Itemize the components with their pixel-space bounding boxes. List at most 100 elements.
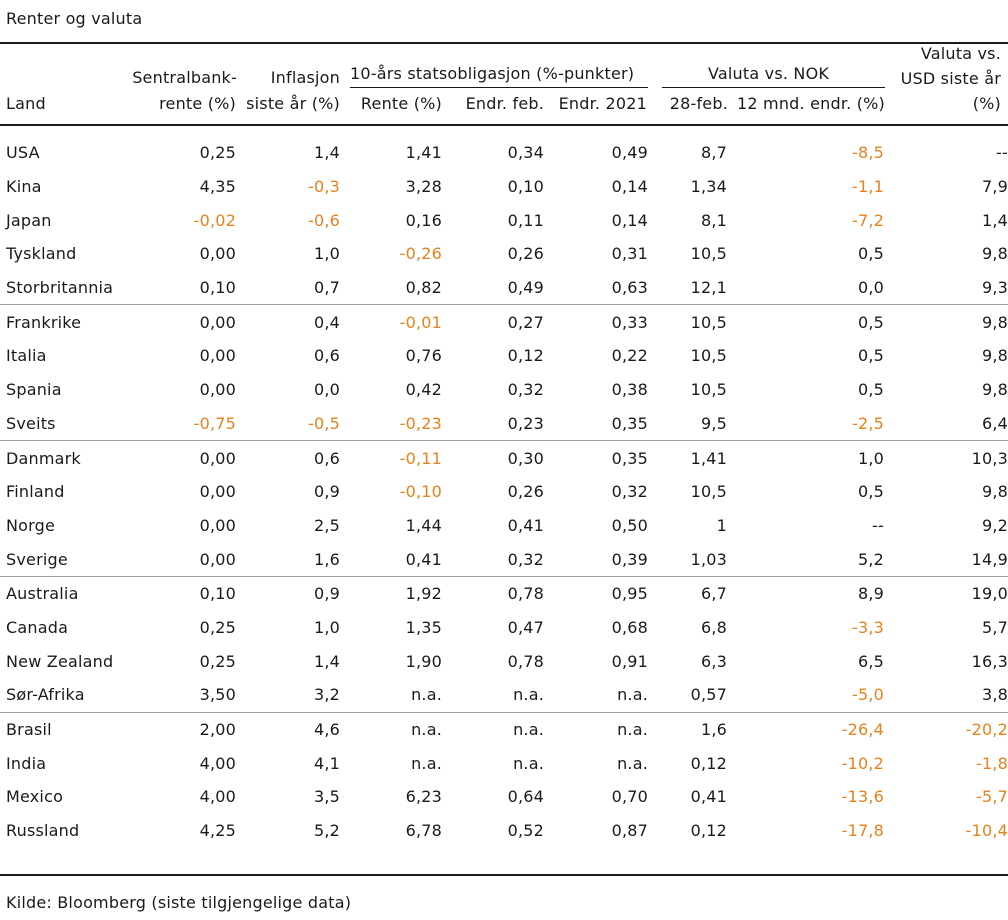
cell-nok-12mnd: -- bbox=[872, 515, 884, 535]
cell-endr-feb: 0,12 bbox=[507, 346, 544, 366]
cell-nok-28feb: 12,1 bbox=[648, 270, 727, 306]
cell-land: Tyskland bbox=[6, 244, 77, 264]
cell-land: Sveits bbox=[0, 406, 130, 442]
cell-endr-feb: 0,30 bbox=[507, 448, 544, 468]
cell-nok-28feb: 6,7 bbox=[700, 584, 727, 604]
cell-nok-28feb: 1,03 bbox=[648, 542, 727, 577]
header-group-obligasjon: 10-års statsobligasjon (%-punkter) bbox=[350, 64, 635, 83]
cell-usd-siste-ar: 16,3 bbox=[971, 651, 1008, 671]
cell-usd-siste-ar: 19,0 bbox=[971, 584, 1008, 604]
cell-nok-12mnd: 6,5 bbox=[857, 651, 884, 671]
cell-nok-12mnd: 0,5 bbox=[857, 482, 884, 502]
cell-nok-28feb: 8,1 bbox=[700, 210, 727, 230]
cell-land: New Zealand bbox=[6, 651, 114, 671]
cell-inflasjon: 3,2 bbox=[236, 678, 340, 713]
cell-endr-feb: n.a. bbox=[513, 720, 544, 740]
cell-nok-28feb: 9,5 bbox=[648, 406, 727, 442]
header-group-valuta-nok-underline bbox=[662, 87, 885, 88]
cell-endr-2021: 0,91 bbox=[611, 651, 648, 671]
cell-endr-feb: 0,47 bbox=[507, 617, 544, 637]
cell-sentralbankrente: 0,25 bbox=[199, 617, 236, 637]
cell-nok-12mnd: -7,2 bbox=[851, 210, 884, 230]
cell-rente: 0,16 bbox=[405, 210, 442, 230]
cell-sentralbankrente: 0,00 bbox=[130, 542, 236, 577]
cell-land: Sverige bbox=[0, 542, 130, 577]
cell-sentralbankrente: 0,10 bbox=[130, 270, 236, 306]
cell-rente: 0,76 bbox=[405, 346, 442, 366]
cell-endr-2021: 0,14 bbox=[611, 177, 648, 197]
cell-nok-12mnd: -17,8 bbox=[841, 821, 884, 841]
cell-inflasjon: 0,0 bbox=[313, 380, 340, 400]
table-row: New Zealand 0,25 1,4 1,90 0,78 0,91 6,3 6,5 16,3 bbox=[0, 644, 1008, 678]
cell-rente: n.a. bbox=[340, 678, 442, 713]
cell-sentralbankrente: 0,00 bbox=[199, 346, 236, 366]
cell-rente: 1,35 bbox=[405, 617, 442, 637]
cell-nok-28feb: 10,5 bbox=[690, 380, 727, 400]
bottom-rule bbox=[0, 874, 1008, 876]
cell-nok-28feb: 10,5 bbox=[690, 482, 727, 502]
cell-usd-siste-ar: 14,9 bbox=[884, 542, 1008, 577]
cell-sentralbankrente: -0,75 bbox=[130, 406, 236, 442]
header-land: Land bbox=[6, 94, 46, 113]
header-usd-line2: USD siste år bbox=[900, 69, 1001, 88]
cell-rente: 0,42 bbox=[405, 380, 442, 400]
cell-sentralbankrente: 0,00 bbox=[199, 244, 236, 264]
cell-nok-12mnd: 1,0 bbox=[857, 448, 884, 468]
header-group-obligasjon-underline bbox=[350, 87, 648, 88]
cell-nok-28feb: 0,12 bbox=[690, 821, 727, 841]
cell-usd-siste-ar: 5,7 bbox=[981, 617, 1008, 637]
cell-nok-12mnd: 0,5 bbox=[857, 312, 884, 332]
rates-table: USA 0,25 1,4 1,41 0,34 0,49 8,7 -8,5 -- Kina 4,35-… bbox=[0, 136, 1008, 847]
table-row: USA 0,25 1,4 1,41 0,34 0,49 8,7 -8,5 -- bbox=[0, 136, 1008, 170]
cell-inflasjon: 4,1 bbox=[313, 753, 340, 773]
cell-sentralbankrente: 0,00 bbox=[199, 312, 236, 332]
cell-land: USA bbox=[6, 143, 40, 163]
cell-usd-siste-ar: -5,7 bbox=[975, 787, 1008, 807]
cell-endr-2021: 0,95 bbox=[611, 584, 648, 604]
table-title: Renter og valuta bbox=[6, 9, 143, 28]
cell-endr-feb: 0,78 bbox=[507, 584, 544, 604]
cell-sentralbankrente: 0,10 bbox=[199, 584, 236, 604]
cell-nok-28feb: 1,34 bbox=[690, 177, 727, 197]
cell-usd-siste-ar: 10,3 bbox=[971, 448, 1008, 468]
cell-sentralbankrente: -0,02 bbox=[193, 210, 236, 230]
cell-inflasjon: 1,0 bbox=[313, 617, 340, 637]
cell-sentralbankrente: 4,35 bbox=[199, 177, 236, 197]
cell-sentralbankrente: 0,00 bbox=[199, 482, 236, 502]
cell-rente: 0,41 bbox=[340, 542, 442, 577]
header-group-valuta-nok: Valuta vs. NOK bbox=[708, 64, 830, 83]
cell-rente: n.a. bbox=[411, 753, 442, 773]
cell-rente: 0,82 bbox=[340, 270, 442, 306]
cell-sentralbankrente: 4,25 bbox=[199, 821, 236, 841]
cell-endr-feb: 0,27 bbox=[507, 312, 544, 332]
cell-nok-28feb: 1,41 bbox=[690, 448, 727, 468]
header-inflasjon-line1: Inflasjon bbox=[270, 68, 340, 87]
cell-endr-feb: n.a. bbox=[442, 678, 544, 713]
cell-land: Japan bbox=[6, 210, 52, 230]
cell-usd-siste-ar: -20,2 bbox=[965, 720, 1008, 740]
cell-endr-2021: 0,38 bbox=[611, 380, 648, 400]
cell-nok-28feb: 1 bbox=[716, 515, 727, 535]
cell-endr-2021: n.a. bbox=[617, 753, 648, 773]
cell-endr-2021: 0,50 bbox=[611, 515, 648, 535]
cell-land: Storbritannia bbox=[0, 270, 130, 306]
header-nok-12mnd: 12 mnd. endr. (%) bbox=[736, 94, 885, 113]
cell-inflasjon: -0,6 bbox=[307, 210, 340, 230]
cell-rente: -0,26 bbox=[399, 244, 442, 264]
cell-inflasjon: 0,7 bbox=[236, 270, 340, 306]
cell-inflasjon: 0,9 bbox=[313, 482, 340, 502]
cell-endr-feb: 0,64 bbox=[507, 787, 544, 807]
table-row: Brasil 2,00 4,6 n.a. n.a. n.a. 1,6 -26,4 -20,2 bbox=[0, 712, 1008, 746]
cell-usd-siste-ar: 3,8 bbox=[884, 678, 1008, 713]
cell-endr-feb: 0,52 bbox=[507, 821, 544, 841]
cell-nok-28feb: 10,5 bbox=[690, 312, 727, 332]
cell-endr-2021: 0,39 bbox=[544, 542, 648, 577]
table-row: Japan -0,02 -0,6 0,16 0,11 0,14 8,1 -7,2 1,4 bbox=[0, 203, 1008, 237]
cell-land: Canada bbox=[6, 617, 69, 637]
cell-land: Finland bbox=[6, 482, 65, 502]
cell-endr-feb: 0,32 bbox=[507, 380, 544, 400]
table-row: Finland 0,00 0,9 -0,10 0,26 0,32 10,5 0,5 9,8 bbox=[0, 475, 1008, 509]
cell-usd-siste-ar: 9,8 bbox=[981, 312, 1008, 332]
cell-endr-feb: 0,41 bbox=[507, 515, 544, 535]
cell-endr-2021: 0,87 bbox=[611, 821, 648, 841]
